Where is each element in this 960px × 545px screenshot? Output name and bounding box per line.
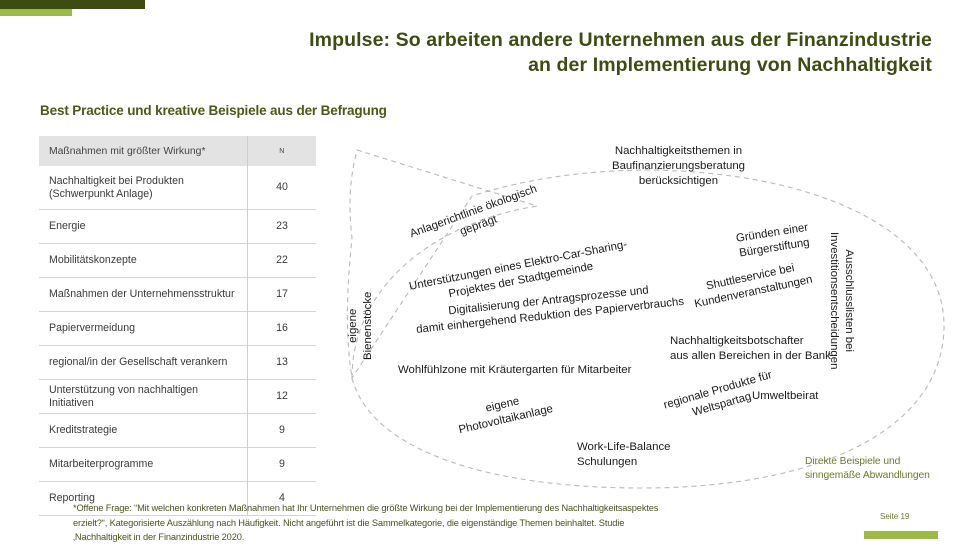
table-row: Nachhaltigkeit bei Produkten (Schwerpunk…	[39, 166, 316, 210]
table-cell-n: 23	[247, 209, 316, 244]
cloud-item-line: Wohlfühlzone mit Kräutergarten für Mitar…	[398, 364, 632, 376]
cloud-item-line: aus allen Bereichen in der Bank	[670, 350, 831, 362]
table-cell-label: Unterstützung von nachhaltigen Initiativ…	[39, 379, 248, 414]
cloud-item-line: eigene	[347, 308, 359, 343]
cloud-item-line: Work-Life-Balance	[577, 441, 671, 453]
cloud-item-nachhaltigkeitsthemen: Nachhaltigkeitsthemen in Baufinanzierung…	[612, 144, 745, 189]
table-head: Maßnahmen mit größter Wirkung* N	[39, 136, 316, 166]
word-cloud-legend-note: Direkte Beispiele und sinngemäße Abwandl…	[805, 455, 930, 483]
table-cell-label: regional/in der Gesellschaft verankern	[39, 345, 248, 380]
decor-bar-dark	[0, 0, 145, 9]
table-cell-n: 16	[247, 311, 316, 346]
section-subtitle: Best Practice und kreative Beispiele aus…	[40, 103, 387, 118]
table-row: regional/in der Gesellschaft verankern 1…	[39, 345, 316, 380]
table-cell-n: 13	[247, 345, 316, 380]
footnote-line-3: ‚Nachhaltigkeit in der Finanzindustrie 2…	[73, 532, 245, 542]
cloud-item-line: Umweltbeirat	[752, 390, 819, 402]
table-header-n: N	[247, 136, 316, 166]
table-row: Energie 23	[39, 209, 316, 244]
word-cloud: Anlagerichtlinie ökologisch geprägt Nach…	[322, 128, 960, 490]
page-title-line-1: Impulse: So arbeiten andere Unternehmen …	[309, 29, 932, 51]
table-row: Mitarbeiterprogramme 9	[39, 447, 316, 482]
footnote: *Offene Frage: “Mit welchen konkreten Ma…	[73, 501, 803, 545]
table-cell-label: Reporting	[39, 481, 248, 516]
decor-bar-light	[0, 9, 72, 16]
table-row: Maßnahmen der Unternehmensstruktur 17	[39, 277, 316, 312]
cloud-item-work-life-balance: Work-Life-Balance Schulungen	[577, 440, 670, 470]
cloud-item-line: Nachhaltigkeitsthemen in	[614, 145, 743, 157]
decor-bar-bottom	[864, 531, 938, 539]
table-cell-n: 40	[247, 166, 316, 210]
table-row: Kreditstrategie 9	[39, 413, 316, 448]
legend-note-line-1: Direkte Beispiele und	[805, 456, 901, 467]
word-cloud-outline-shape	[346, 149, 945, 489]
table-cell-label: Maßnahmen der Unternehmensstruktur	[39, 277, 248, 312]
cloud-item-line: Baufinanzierungsberatung	[612, 160, 745, 172]
table-cell-label: Papiervermeidung	[39, 311, 248, 346]
table-header-row: Maßnahmen mit größter Wirkung* N	[39, 136, 316, 166]
footnote-line-2: erzielt?“, Kategorisierte Auszählung nac…	[73, 517, 625, 528]
cloud-item-line: Bienenstöcke	[362, 291, 374, 360]
table-cell-n: 4	[247, 481, 316, 516]
table-cell-label: Mitarbeiterprogramme	[39, 447, 248, 482]
cloud-item-line: Nachhaltigkeitsbotschafter	[670, 335, 804, 347]
page-number: Seite 19	[880, 512, 910, 521]
cloud-item-line: Schulungen	[577, 456, 638, 468]
table-cell-n: 9	[247, 413, 316, 448]
table-cell-label: Kreditstrategie	[39, 413, 248, 448]
measures-table: Maßnahmen mit größter Wirkung* N Nachhal…	[39, 136, 316, 516]
table-cell-label: Energie	[39, 209, 248, 244]
table-header-measure: Maßnahmen mit größter Wirkung*	[39, 136, 248, 166]
table-body: Nachhaltigkeit bei Produkten (Schwerpunk…	[39, 166, 316, 516]
page-title: Impulse: So arbeiten andere Unternehmen …	[150, 28, 932, 78]
page-title-line-2: an der Implementierung von Nachhaltigkei…	[528, 54, 932, 76]
table-cell-n: 22	[247, 243, 316, 278]
table-cell-label: Mobilitätskonzepte	[39, 243, 248, 278]
table-row: Mobilitätskonzepte 22	[39, 243, 316, 278]
cloud-item-umweltbeirat: Umweltbeirat	[752, 389, 818, 404]
cloud-item-line: berücksichtigen	[638, 175, 719, 187]
table-row: Reporting 4	[39, 481, 316, 516]
table-cell-n: 12	[247, 379, 316, 414]
table-row: Papiervermeidung 16	[39, 311, 316, 346]
cloud-item-nachhaltigkeitsbotschafter: Nachhaltigkeitsbotschafter aus allen Ber…	[670, 334, 831, 364]
table-cell-label-line2: (Schwerpunkt Anlage)	[49, 187, 153, 200]
cloud-item-wohlfuehlzone: Wohlfühlzone mit Kräutergarten für Mitar…	[398, 363, 631, 378]
legend-note-line-2: sinngemäße Abwandlungen	[805, 470, 930, 481]
table-cell-n: 9	[247, 447, 316, 482]
table-cell-label: Nachhaltigkeit bei Produkten (Schwerpunk…	[39, 166, 248, 210]
table-cell-label-line1: Nachhaltigkeit bei Produkten	[49, 174, 184, 187]
cloud-item-bienenstoecke: eigene Bienenstöcke	[346, 292, 376, 360]
footnote-line-1: *Offene Frage: “Mit welchen konkreten Ma…	[73, 503, 659, 513]
table-row: Unterstützung von nachhaltigen Initiativ…	[39, 379, 316, 414]
table-cell-n: 17	[247, 277, 316, 312]
cloud-item-line: Ausschlusslisten bei	[843, 249, 855, 352]
